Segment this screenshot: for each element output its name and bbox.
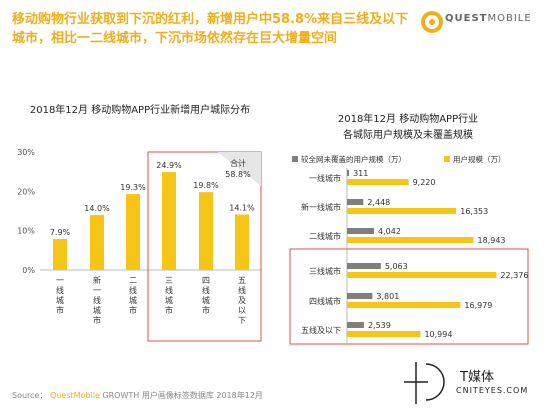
chart1-data-label: 14.1% — [229, 204, 255, 213]
media-logo-en: CNITEYES.COM — [456, 386, 529, 395]
chart1-bar — [90, 214, 104, 270]
media-logo-icon — [404, 362, 445, 404]
chart1-category-label-char: 新 — [93, 275, 101, 285]
chart2-bar-uncovered — [347, 322, 364, 328]
chart1-category-label-char: 城 — [202, 296, 210, 305]
chart2-bar-users — [347, 302, 461, 308]
chart1-annotation-value: 58.8% — [225, 170, 251, 179]
chart1-category-label-char: 市 — [56, 305, 64, 315]
chart2-category-label: 三线城市 — [309, 266, 341, 276]
chart1-category-label-char: 四 — [202, 276, 210, 285]
chart2-category-label: 二线城市 — [309, 231, 341, 241]
chart1-category-label-char: 线 — [93, 295, 101, 305]
chart1-ytick: 0% — [22, 266, 35, 275]
chart2-data-label-users: 16,353 — [460, 207, 488, 216]
chart2-title: 2018年12月 移动购物APP行业 — [338, 112, 478, 125]
chart1-category-label-char: 市 — [129, 305, 137, 315]
headline: 移动购物行业获取到下沉的红利，新增用户中58.8%来自三线及以下城市，相比一二线… — [12, 12, 409, 46]
chart2-data-label-users: 22,376 — [500, 271, 528, 280]
logo-wordmark: QUESTMOBILE — [445, 13, 532, 24]
chart1-category-label-char: 市 — [202, 305, 210, 315]
chart1-ytick: 10% — [17, 227, 35, 236]
chart1-bar — [162, 172, 176, 270]
chart2-bar-uncovered — [347, 199, 364, 205]
chart1-category-label-char: 二 — [129, 276, 137, 285]
chart1-category-label-char: 城 — [93, 306, 101, 315]
chart1-category-label-char: 线 — [238, 285, 246, 295]
chart1-category-label-char: 城 — [56, 296, 64, 305]
chart2-data-label-uncovered: 4,042 — [378, 227, 401, 236]
chart2-bar-uncovered — [347, 170, 350, 176]
chart1-category-label-char: 下 — [238, 316, 246, 325]
chart1-category-label-char: 一 — [93, 286, 101, 295]
chart2-category-label: 四线城市 — [309, 296, 341, 306]
chart2-data-label-uncovered: 5,063 — [385, 262, 408, 271]
chart1-category-label-char: 市 — [165, 305, 173, 315]
chart2-data-label-users: 16,979 — [464, 301, 492, 310]
chart1-category-label-char: 三 — [165, 276, 173, 285]
chart2-legend-label: 用户规模（万） — [453, 154, 506, 164]
chart2-data-label-users: 18,943 — [478, 236, 506, 245]
chart1-category-label-char: 线 — [165, 285, 173, 295]
logo-ring-icon — [421, 11, 443, 33]
chart2-bar-uncovered — [347, 228, 375, 234]
chart1-category-label-char: 五 — [238, 276, 246, 285]
chart1-bar — [235, 214, 249, 270]
chart2-legend-label: 较全网未覆盖的用户规模（万） — [301, 154, 406, 164]
chart1-category-label-char: 线 — [202, 285, 210, 295]
chart2-category-label: 一线城市 — [309, 173, 341, 183]
chart1-bar — [126, 194, 140, 270]
chart2-bar-users — [347, 272, 497, 278]
chart2-highlight-box — [289, 248, 529, 345]
chart2-data-label-uncovered: 2,539 — [368, 321, 391, 330]
chart1-data-label: 19.8% — [193, 181, 219, 190]
chart2-category-label: 五线及以下 — [301, 325, 341, 335]
chart2-legend-swatch — [292, 156, 298, 162]
chart1-data-label: 19.3% — [120, 183, 146, 192]
chart1-data-label: 24.9% — [156, 161, 182, 170]
chart1-bar — [53, 238, 67, 270]
chart1-ytick: 20% — [17, 187, 35, 196]
chart2-bar-uncovered — [347, 263, 381, 269]
chart2-data-label-uncovered: 3,801 — [376, 292, 399, 301]
chart1-category-label-char: 及 — [238, 296, 246, 305]
chart1-category-label-char: 一 — [56, 276, 64, 285]
chart1-category-label-char: 线 — [56, 285, 64, 295]
chart1-ytick: 30% — [17, 148, 35, 157]
chart1-data-label: 14.0% — [84, 204, 110, 213]
chart2-category-label: 新一线城市 — [301, 202, 341, 212]
chart2-data-label-users: 10,994 — [424, 330, 452, 339]
chart2-bar-users — [347, 208, 457, 214]
chart2-data-label-uncovered: 311 — [353, 169, 368, 178]
chart1-category-label-char: 以 — [238, 306, 246, 315]
chart1-title: 2018年12月 移动购物APP行业新增用户城际分布 — [30, 103, 250, 116]
chart2-subtitle: 各城际用户规模及未覆盖规模 — [343, 128, 473, 141]
chart2-bar-users — [347, 179, 409, 185]
chart1-bar — [199, 192, 213, 270]
chart1-category-label-char: 线 — [129, 285, 137, 295]
media-logo-cn: T媒体 — [460, 370, 494, 385]
chart2-data-label-uncovered: 2,448 — [367, 198, 390, 207]
chart1-data-label: 7.9% — [50, 228, 71, 237]
chart2-data-label-users: 9,220 — [413, 178, 436, 187]
chart1-highlight-box — [147, 151, 262, 342]
chart1-annotation-shade — [218, 152, 261, 186]
chart2-bar-users — [347, 237, 474, 243]
chart1-annotation-label: 合计 — [230, 158, 246, 168]
chart2-bar-uncovered — [347, 293, 373, 299]
questmobile-logo — [421, 11, 443, 33]
chart1-category-label-char: 市 — [93, 315, 101, 325]
chart1-category-label-char: 城 — [165, 296, 173, 305]
source-line: Source： QuestMobile GROWTH 用户画像标签数据库 201… — [12, 391, 263, 400]
chart2-legend-swatch — [444, 156, 450, 162]
chart2-bar-users — [347, 331, 421, 337]
chart1-category-label-char: 城 — [129, 296, 137, 305]
